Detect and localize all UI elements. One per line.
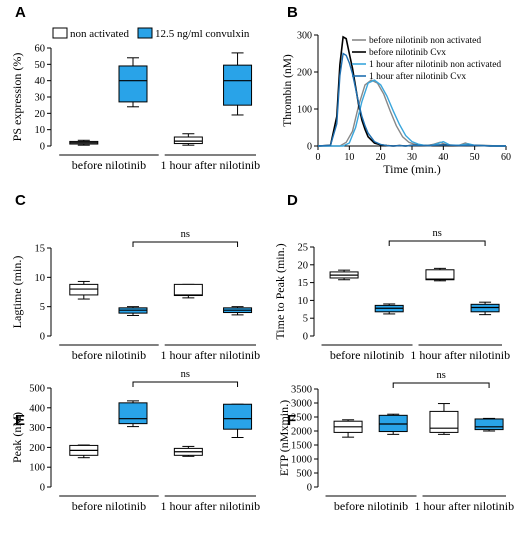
series-line-3	[318, 79, 506, 147]
y-tick-label: 30	[35, 93, 46, 104]
significance-label: ns	[181, 229, 190, 240]
box	[173, 136, 203, 145]
box	[474, 418, 504, 431]
y-tick-label: 5	[303, 314, 308, 325]
y-axis-label: Time to Peak (min.)	[273, 243, 287, 339]
y-tick-label: 200	[29, 443, 45, 454]
y-tick-label: 20	[298, 260, 309, 271]
box	[223, 403, 253, 430]
y-tick-label: 200	[297, 68, 312, 79]
box	[223, 64, 253, 106]
y-axis-label: PS expression (%)	[10, 53, 24, 142]
y-tick-label: 500	[29, 384, 45, 395]
group-label: before nilotinib	[330, 348, 404, 362]
panel-letter-c: C	[15, 192, 26, 209]
group-label: before nilotinib	[72, 499, 146, 513]
panel-letter-d: D	[287, 192, 298, 209]
y-tick-label: 500	[296, 469, 312, 480]
box	[118, 65, 148, 103]
legend-label: before nilotinib non activated	[369, 35, 481, 46]
legend-label: non activated	[70, 28, 129, 40]
legend-label: 1 hour after nilotinib non activated	[369, 59, 501, 70]
group-label: 1 hour after nilotinib	[414, 499, 514, 513]
legend-swatch-convulxin	[137, 27, 153, 39]
box	[429, 410, 459, 433]
series-line-1	[318, 79, 506, 147]
y-tick-label: 300	[29, 423, 45, 434]
significance-bracket	[388, 240, 486, 246]
y-axis-label: Thrombin (nM)	[282, 54, 294, 127]
group-label: 1 hour after nilotinib	[161, 158, 261, 172]
y-tick-label: 2500	[291, 413, 312, 424]
y-tick-label: 3000	[291, 399, 312, 410]
y-tick-label: 1500	[291, 441, 312, 452]
y-tick-label: 15	[35, 244, 46, 255]
x-tick-label: 30	[407, 152, 417, 163]
y-axis-label: Lagtime (min.)	[10, 256, 24, 329]
x-tick-label: 50	[470, 152, 480, 163]
significance-label: ns	[181, 369, 190, 380]
group-label: 1 hour after nilotinib	[410, 348, 510, 362]
legend-label: 1 hour after nilotinib Cvx	[369, 71, 466, 82]
group-label: 1 hour after nilotinib	[161, 499, 261, 513]
legend-swatch-non-activated	[52, 27, 68, 39]
significance-label: ns	[432, 228, 441, 239]
y-axis-label: Peak (nM)	[10, 412, 24, 463]
y-tick-label: 100	[29, 463, 45, 474]
x-tick-label: 60	[501, 152, 511, 163]
y-tick-label: 0	[40, 142, 45, 153]
x-tick-label: 0	[316, 152, 321, 163]
significance-bracket	[132, 381, 239, 387]
panel-letter-f: F	[287, 412, 296, 429]
y-tick-label: 0	[307, 483, 312, 494]
box	[173, 283, 203, 297]
y-tick-label: 10	[35, 273, 46, 284]
y-tick-label: 40	[35, 76, 46, 87]
legend-label: 12.5 ng/ml convulxin	[155, 28, 250, 40]
y-tick-label: 0	[307, 142, 312, 153]
panel-letter-e: E	[15, 412, 25, 429]
y-tick-label: 3500	[291, 385, 312, 396]
y-tick-label: 10	[298, 296, 309, 307]
x-tick-label: 20	[376, 152, 386, 163]
y-tick-label: 5	[40, 302, 45, 313]
y-tick-label: 60	[35, 44, 46, 55]
y-tick-label: 0	[303, 332, 308, 343]
y-tick-label: 1000	[291, 455, 312, 466]
x-tick-label: 40	[438, 152, 448, 163]
x-axis-label: Time (min.)	[383, 162, 441, 176]
group-label: before nilotinib	[72, 348, 146, 362]
y-tick-label: 2000	[291, 427, 312, 438]
significance-bracket	[392, 382, 490, 388]
group-label: before nilotinib	[334, 499, 408, 513]
y-tick-label: 0	[40, 483, 45, 494]
y-tick-label: 15	[298, 278, 309, 289]
series-line-4	[317, 52, 506, 147]
group-label: 1 hour after nilotinib	[161, 348, 261, 362]
y-tick-label: 25	[298, 243, 309, 254]
x-tick-label: 10	[344, 152, 354, 163]
significance-label: ns	[436, 370, 445, 381]
y-tick-label: 10	[35, 125, 46, 136]
y-tick-label: 20	[35, 109, 46, 120]
y-tick-label: 300	[297, 31, 312, 42]
y-tick-label: 50	[35, 60, 46, 71]
y-tick-label: 0	[40, 332, 45, 343]
panel-letter-b: B	[287, 4, 298, 21]
y-tick-label: 100	[297, 105, 312, 116]
panel-letter-a: A	[15, 4, 26, 21]
box	[118, 402, 148, 425]
box	[425, 269, 455, 281]
y-tick-label: 400	[29, 403, 45, 414]
significance-bracket	[132, 241, 239, 247]
legend-label: before nilotinib Cvx	[369, 47, 446, 58]
y-axis-label: ETP (nMxmin.)	[277, 400, 291, 476]
group-label: before nilotinib	[72, 158, 146, 172]
